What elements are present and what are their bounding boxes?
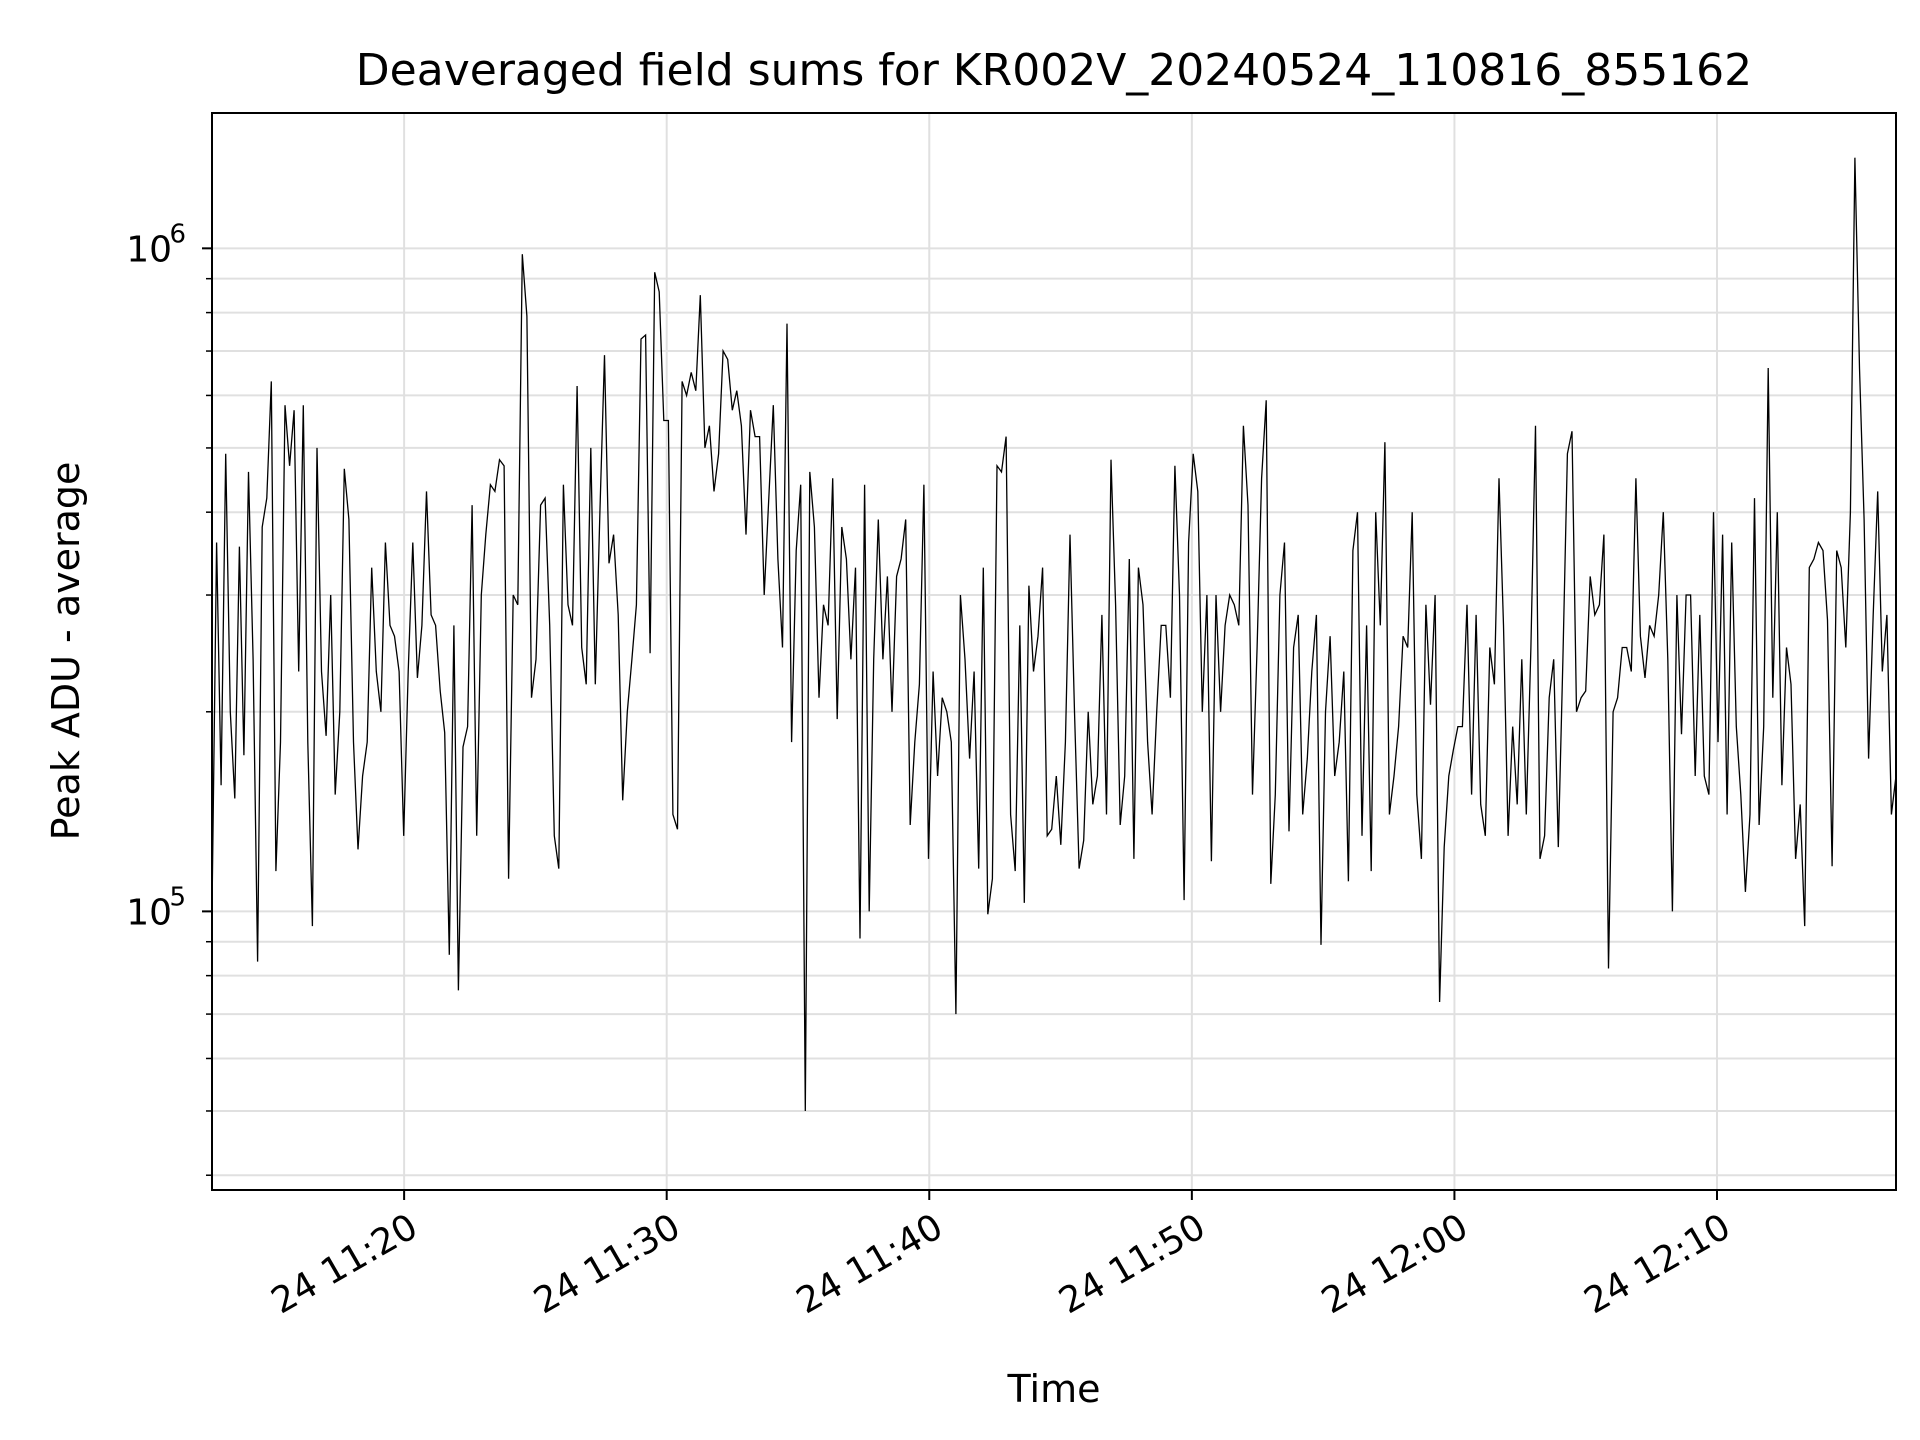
plot-frame <box>211 112 1897 1191</box>
grid <box>212 113 1896 1190</box>
y-tick-base: 10 <box>126 892 172 933</box>
chart-title: Deaveraged field sums for KR002V_2024052… <box>356 45 1752 96</box>
y-axis-label: Peak ADU - average <box>44 462 88 841</box>
y-tick-base: 10 <box>126 229 172 270</box>
series-line <box>211 157 1897 1112</box>
x-axis-label: Time <box>1007 1367 1101 1411</box>
y-tick-label: 105 <box>126 882 186 933</box>
y-tick-exponent: 5 <box>169 882 186 912</box>
y-tick-exponent: 6 <box>169 219 186 249</box>
y-tick-label: 106 <box>126 219 186 270</box>
